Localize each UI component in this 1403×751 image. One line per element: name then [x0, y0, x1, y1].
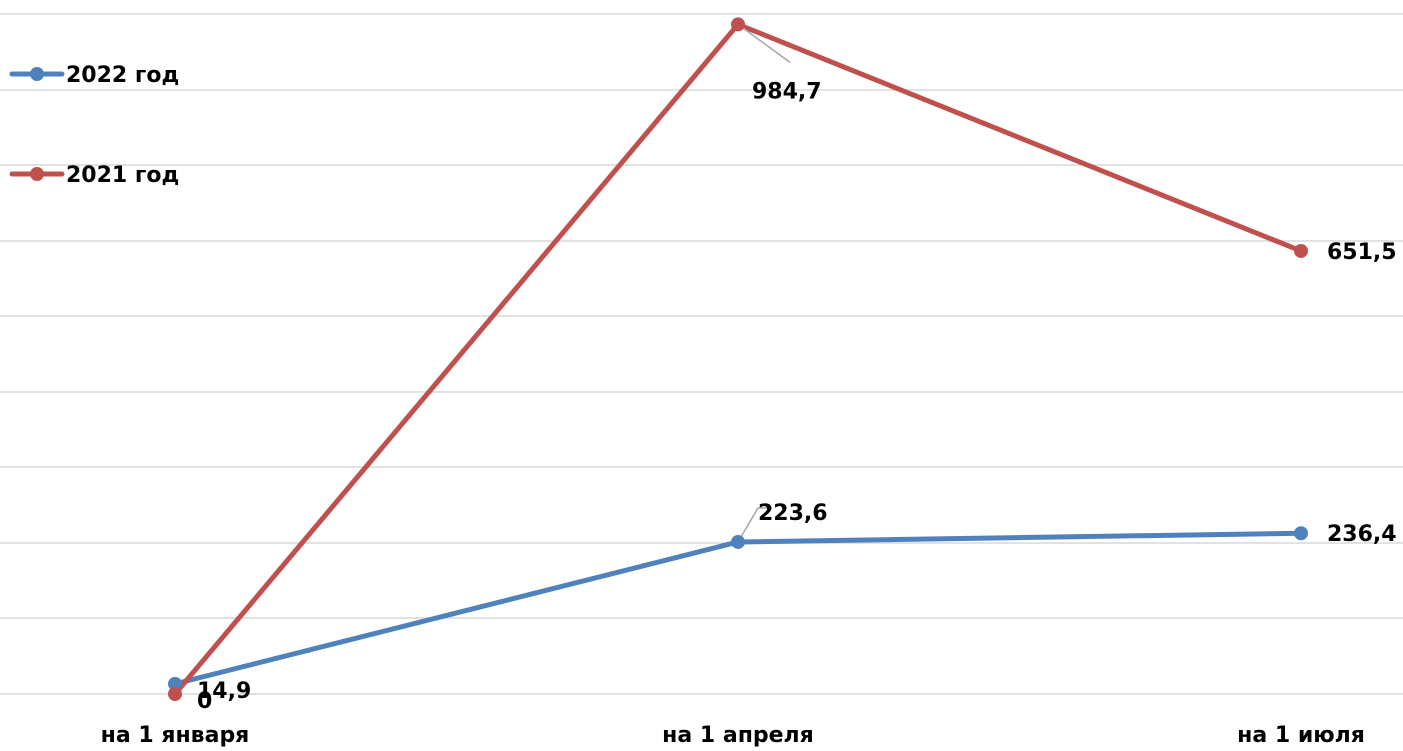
leader-line	[737, 507, 772, 543]
data-points	[168, 17, 1308, 701]
series-lines	[172, 21, 1304, 697]
data-point	[1294, 243, 1308, 258]
data-point	[168, 687, 182, 701]
data-labels: 14,9 223,6 236,4 0 984,7 651,5	[197, 79, 1397, 714]
series-line	[172, 21, 1304, 697]
leader-line	[737, 23, 791, 64]
legend-swatch-marker	[30, 67, 44, 81]
legend-label: 2022 год	[66, 63, 179, 88]
series-line	[172, 530, 1304, 687]
legend-item: 2022 год	[9, 63, 179, 88]
x-axis-tick-labels: на 1 января на 1 апреля на 1 июля	[101, 723, 1365, 748]
gridlines	[0, 13, 1403, 695]
data-label: 651,5	[1327, 240, 1397, 265]
x-tick-label: на 1 июля	[1237, 723, 1365, 748]
leader-lines	[737, 23, 791, 543]
legend-swatch-marker	[30, 167, 44, 181]
legend-item: 2021 год	[9, 163, 179, 188]
data-label: 984,7	[752, 79, 822, 104]
legend-label: 2021 год	[66, 163, 179, 188]
data-label: 236,4	[1327, 522, 1397, 547]
data-label: 223,6	[758, 501, 828, 526]
data-point	[168, 676, 182, 691]
data-point	[731, 534, 745, 549]
data-label: 0	[197, 689, 212, 714]
data-point	[731, 17, 745, 32]
data-label: 14,9	[197, 679, 251, 704]
legend: 2022 год 2021 год	[9, 63, 179, 188]
x-tick-label: на 1 января	[101, 723, 250, 748]
x-tick-label: на 1 апреля	[662, 723, 814, 748]
data-point	[1294, 526, 1308, 541]
